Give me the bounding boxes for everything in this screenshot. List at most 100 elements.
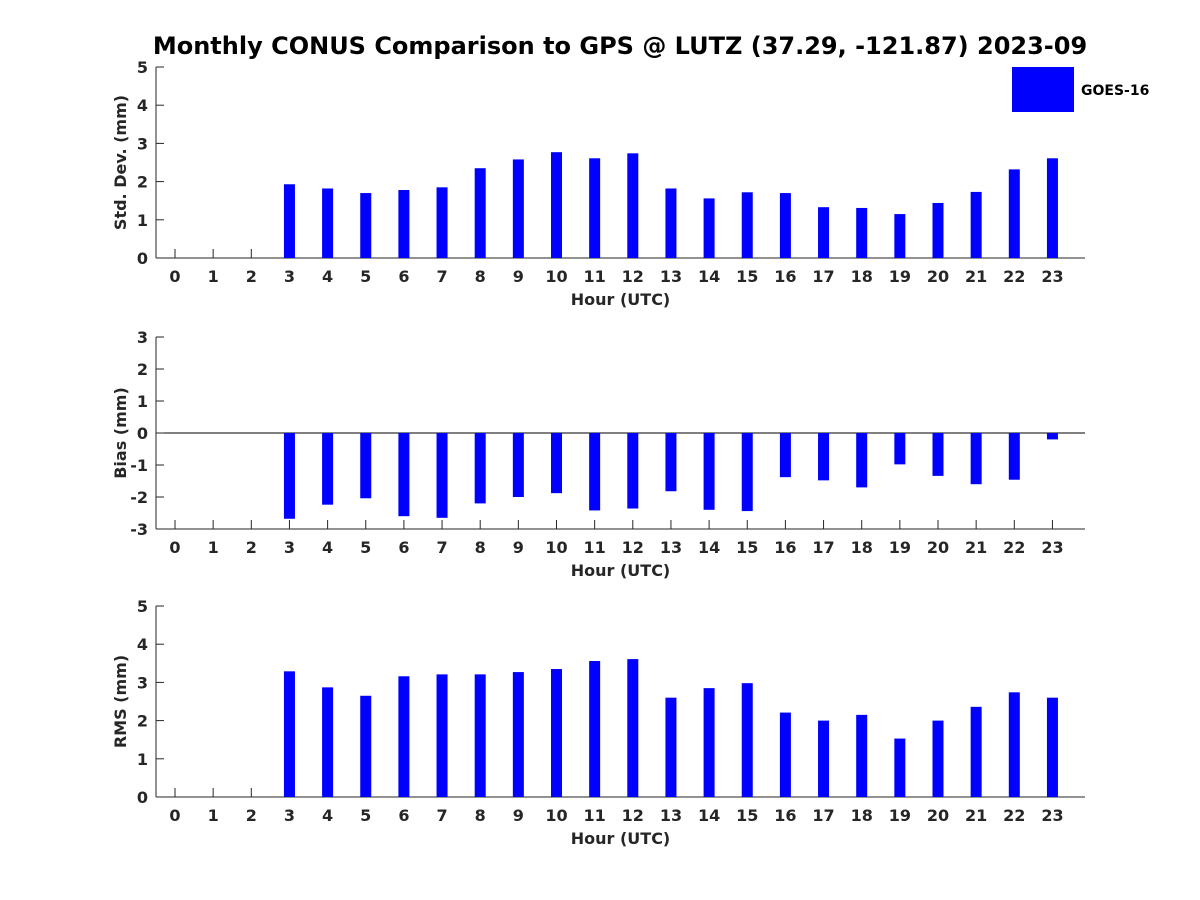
rms-bar xyxy=(360,695,372,797)
legend: GOES-16 xyxy=(1012,67,1149,112)
rms-bar xyxy=(1046,697,1058,797)
legend-swatch xyxy=(1012,67,1074,112)
std-dev-bar xyxy=(551,152,562,258)
bias-bar xyxy=(665,433,677,492)
std-dev-y-tick-label: 1 xyxy=(137,211,148,230)
std-dev-bar xyxy=(1008,169,1020,258)
std-dev-y-tick-label: 3 xyxy=(137,134,148,153)
std-dev-bar xyxy=(818,207,830,258)
std-dev-bar xyxy=(627,153,639,258)
bias-x-tick-label: 22 xyxy=(1003,538,1025,557)
rms-x-tick-label: 12 xyxy=(622,806,644,825)
rms-x-tick-label: 15 xyxy=(736,806,758,825)
std-dev-y-axis-label: Std. Dev. (mm) xyxy=(111,95,130,230)
chart-title: Monthly CONUS Comparison to GPS @ LUTZ (… xyxy=(153,32,1087,60)
bias-bar xyxy=(589,433,601,511)
bias-x-tick-label: 13 xyxy=(660,538,682,557)
bias-x-tick-label: 0 xyxy=(169,538,180,557)
rms-bar xyxy=(932,720,944,797)
rms-bar xyxy=(627,659,639,797)
std-dev-bar xyxy=(856,207,868,258)
bias-x-tick-label: 9 xyxy=(513,538,524,557)
rms-x-tick-label: 14 xyxy=(698,806,720,825)
bias-x-tick-label: 18 xyxy=(851,538,873,557)
bias-bar xyxy=(283,433,295,519)
bias-bar xyxy=(360,433,372,499)
rms-x-tick-label: 16 xyxy=(774,806,796,825)
rms-y-axis-label: RMS (mm) xyxy=(111,655,130,748)
bias-y-tick-label: 0 xyxy=(137,424,148,443)
std-dev-x-tick-label: 0 xyxy=(169,267,180,286)
bias-x-tick-label: 5 xyxy=(360,538,371,557)
bias-x-tick-label: 23 xyxy=(1041,538,1063,557)
rms-bar xyxy=(703,688,715,797)
rms-y-tick-label: 1 xyxy=(137,750,148,769)
bias-bar xyxy=(474,433,486,504)
bias-bar xyxy=(741,433,753,512)
std-dev-x-tick-label: 3 xyxy=(284,267,295,286)
rms-x-tick-label: 23 xyxy=(1041,806,1063,825)
bias-x-tick-label: 19 xyxy=(889,538,911,557)
rms-x-axis-label: Hour (UTC) xyxy=(571,829,671,848)
std-dev-bar xyxy=(779,193,791,258)
rms-bar xyxy=(474,674,486,797)
rms-bar xyxy=(589,661,601,797)
bias-x-tick-label: 6 xyxy=(398,538,409,557)
std-dev-x-tick-label: 16 xyxy=(774,267,796,286)
bias-x-tick-label: 17 xyxy=(812,538,834,557)
bias-bar xyxy=(436,433,448,518)
std-dev-y-tick-label: 5 xyxy=(137,58,148,77)
rms-y-tick-label: 2 xyxy=(137,712,148,731)
std-dev-x-tick-label: 4 xyxy=(322,267,333,286)
rms-x-tick-label: 17 xyxy=(812,806,834,825)
rms-x-tick-label: 18 xyxy=(851,806,873,825)
rms-x-tick-label: 10 xyxy=(545,806,567,825)
bias-x-tick-label: 10 xyxy=(545,538,567,557)
std-dev-y-tick-label: 0 xyxy=(137,249,148,268)
std-dev-x-tick-label: 20 xyxy=(927,267,949,286)
std-dev-x-tick-label: 14 xyxy=(698,267,720,286)
rms-bar xyxy=(970,706,982,797)
bias-x-tick-label: 16 xyxy=(774,538,796,557)
rms-x-tick-label: 5 xyxy=(360,806,371,825)
std-dev-bar xyxy=(970,191,982,258)
rms-bar xyxy=(436,674,448,797)
bias-bar xyxy=(818,433,830,481)
std-dev-x-tick-label: 23 xyxy=(1041,267,1063,286)
std-dev-x-tick-label: 22 xyxy=(1003,267,1025,286)
std-dev-bar xyxy=(474,168,486,258)
std-dev-x-tick-label: 18 xyxy=(851,267,873,286)
rms-x-tick-label: 0 xyxy=(169,806,180,825)
std-dev-bar xyxy=(665,188,677,258)
bias-bar xyxy=(779,433,791,478)
std-dev-x-tick-label: 13 xyxy=(660,267,682,286)
bias-x-tick-label: 7 xyxy=(436,538,447,557)
std-dev-bar xyxy=(1046,158,1058,258)
rms-bar xyxy=(551,669,562,797)
bias-x-tick-label: 2 xyxy=(246,538,257,557)
std-dev-x-tick-label: 17 xyxy=(812,267,834,286)
bias-bar xyxy=(970,433,982,485)
std-dev-x-tick-label: 9 xyxy=(513,267,524,286)
rms-x-tick-label: 2 xyxy=(246,806,257,825)
bias-bar xyxy=(551,433,562,494)
rms-x-tick-label: 11 xyxy=(584,806,606,825)
bias-y-axis-label: Bias (mm) xyxy=(111,387,130,479)
std-dev-bar xyxy=(894,214,906,258)
std-dev-x-tick-label: 10 xyxy=(545,267,567,286)
bias-x-tick-label: 11 xyxy=(584,538,606,557)
bias-bar xyxy=(703,433,715,510)
bias-bar xyxy=(856,433,868,488)
rms-x-tick-label: 3 xyxy=(284,806,295,825)
rms-y-tick-label: 4 xyxy=(137,635,148,654)
rms-bar xyxy=(741,683,753,797)
rms-bar xyxy=(818,720,830,797)
std-dev-x-tick-label: 5 xyxy=(360,267,371,286)
bias-bar xyxy=(894,433,906,465)
bias-x-tick-label: 1 xyxy=(208,538,219,557)
bias-x-tick-label: 3 xyxy=(284,538,295,557)
std-dev-bar xyxy=(398,190,410,258)
